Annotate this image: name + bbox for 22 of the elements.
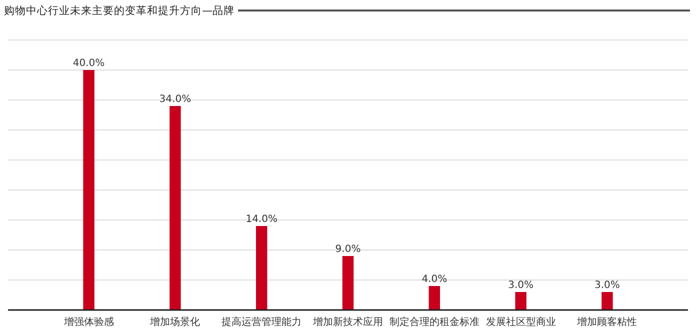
x-tick-label: 增加新技术应用 [312, 316, 383, 328]
bar [83, 70, 94, 310]
x-tick-label: 增强体验感 [62, 316, 114, 328]
data-label: 3.0% [594, 280, 620, 291]
bar [256, 226, 268, 310]
data-label: 3.0% [508, 280, 534, 291]
x-tick-label: 制定合理的租金标准 [389, 316, 480, 328]
data-label: 14.0% [246, 214, 278, 225]
data-label: 9.0% [335, 244, 361, 255]
x-tick-label: 提高运营管理能力 [222, 316, 302, 328]
data-label: 4.0% [422, 274, 448, 285]
x-tick-label: 增加场景化 [149, 316, 200, 328]
bar [342, 256, 354, 310]
bar [515, 292, 526, 310]
data-label: 34.0% [159, 94, 192, 105]
bar [170, 106, 181, 310]
bar [602, 292, 613, 310]
bar [428, 286, 440, 310]
x-tick-label: 增加顾客粘性 [576, 316, 638, 328]
chart-title: 购物中心行业未来主要的变革和提升方向—品牌 [4, 4, 234, 17]
x-tick-label: 发展社区型商业 [486, 316, 556, 328]
data-label: 40.0% [72, 58, 105, 69]
